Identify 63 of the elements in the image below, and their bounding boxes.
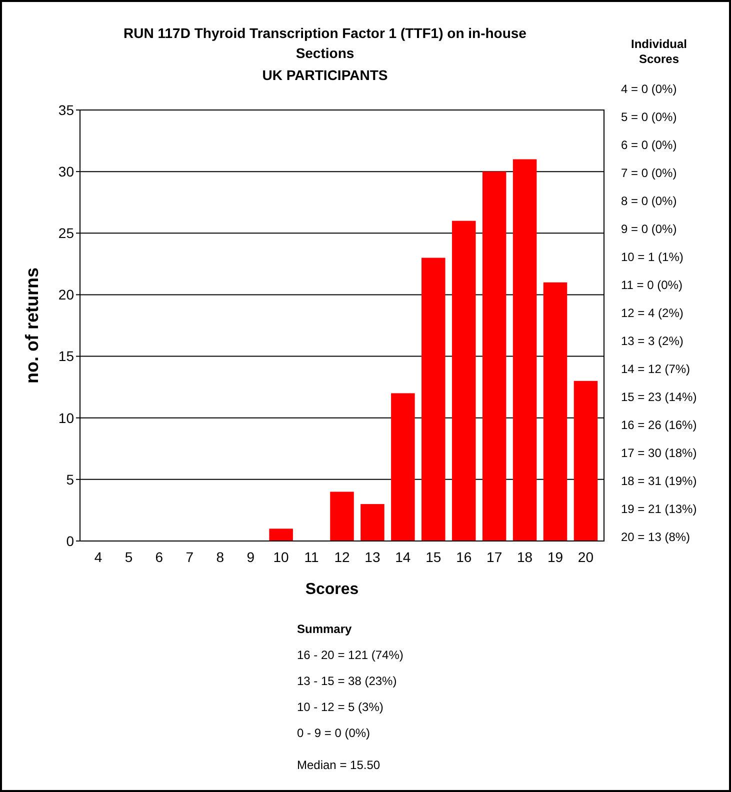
- text: 6 = 0 (0%): [621, 138, 677, 152]
- bar: [391, 393, 415, 541]
- bar: [543, 282, 568, 541]
- y-tick-label: 10: [58, 410, 74, 426]
- text: 16 = 26 (16%): [621, 418, 697, 432]
- text: 19 = 21 (13%): [621, 502, 697, 516]
- x-tick-label: 13: [364, 549, 380, 565]
- x-tick-label: 8: [216, 549, 224, 565]
- bar: [574, 380, 598, 541]
- text: 11 = 0 (0%): [621, 278, 682, 292]
- text: 0 - 9 = 0 (0%): [297, 726, 370, 740]
- chart-subtitle: UK PARTICIPANTS: [262, 67, 388, 83]
- text: 5 = 0 (0%): [621, 110, 677, 124]
- text: 7 = 0 (0%): [621, 166, 677, 180]
- y-tick-label: 5: [66, 471, 74, 488]
- bar: [482, 172, 506, 541]
- y-tick-label: 15: [58, 348, 74, 364]
- text: 12 = 4 (2%): [621, 306, 684, 320]
- text: 10 = 1 (1%): [621, 250, 684, 264]
- text: 4 = 0 (0%): [621, 82, 677, 96]
- chart-title: RUN 117D Thyroid Transcription Factor 1 (TTF1) on in-house Sections: [124, 25, 527, 61]
- x-tick-label: 15: [426, 549, 442, 565]
- y-tick-label: 25: [58, 225, 74, 242]
- x-tick-label: 12: [334, 549, 350, 565]
- text: 20 = 13 (8%): [621, 530, 690, 544]
- bar: [422, 258, 446, 541]
- y-tick-label: 0: [66, 532, 74, 549]
- x-tick-label: 19: [547, 549, 564, 565]
- x-tick-label: 11: [304, 549, 320, 565]
- text: 9 = 0 (0%): [621, 222, 677, 236]
- bar: [452, 220, 476, 541]
- x-tick-label: 14: [395, 549, 411, 565]
- bar: [512, 159, 537, 541]
- x-tick-label: 16: [456, 549, 472, 565]
- text: Individual Scores: [630, 37, 688, 66]
- x-tick-label: 20: [578, 549, 594, 565]
- text: 18 = 31 (19%): [621, 474, 697, 488]
- x-tick-label: 4: [94, 549, 102, 565]
- x-tick-label: 6: [155, 549, 164, 565]
- text: 14 = 12 (7%): [621, 362, 690, 376]
- text: 17 = 30 (18%): [621, 446, 697, 460]
- x-tick-label: 17: [486, 549, 502, 565]
- x-tick-label: 9: [246, 549, 255, 565]
- text: Summary: [297, 622, 352, 636]
- bar: [269, 528, 293, 541]
- text: 15 = 23 (14%): [621, 390, 697, 404]
- bar: [330, 492, 354, 541]
- text: 16 - 20 = 121 (74%): [297, 648, 404, 662]
- text: 13 = 3 (2%): [621, 334, 684, 348]
- x-tick-label: 5: [124, 549, 133, 565]
- bar: [360, 504, 384, 541]
- x-axis-title: Scores: [305, 581, 359, 598]
- x-tick-label: 10: [273, 549, 290, 565]
- x-tick-label: 18: [517, 549, 533, 565]
- y-axis-title: no. of returns: [22, 268, 42, 384]
- y-tick-label: 20: [58, 286, 74, 303]
- y-tick-label: 30: [58, 163, 74, 180]
- text: 8 = 0 (0%): [621, 194, 677, 208]
- y-tick-label: 35: [58, 102, 74, 118]
- text: 13 - 15 = 38 (23%): [297, 674, 397, 688]
- text: Median = 15.50: [297, 758, 380, 772]
- x-tick-label: 7: [186, 549, 194, 565]
- text: 10 - 12 = 5 (3%): [297, 700, 384, 714]
